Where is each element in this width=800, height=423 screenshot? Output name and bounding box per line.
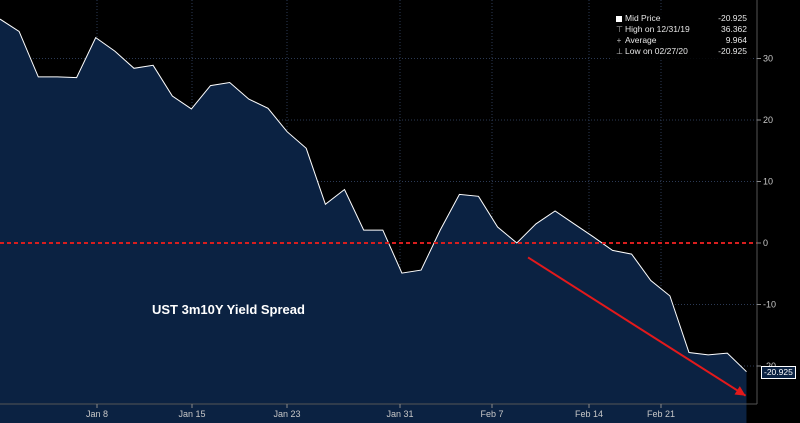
x-tick-label: Feb 7 — [480, 409, 503, 419]
series-annotation: UST 3m10Y Yield Spread — [152, 302, 305, 317]
last-value-badge: -20.925 — [761, 366, 796, 379]
legend-row-low: ⊥ Low on 02/27/20 -20.925 — [616, 46, 747, 57]
legend-value: 9.964 — [725, 35, 747, 45]
legend-box: Mid Price -20.925 ⊤ High on 12/31/19 36.3… — [612, 11, 751, 59]
series-area — [0, 19, 747, 423]
x-tick-label: Feb 21 — [647, 409, 675, 419]
y-tick-label: -10 — [763, 300, 776, 310]
x-tick-label: Feb 14 — [575, 409, 603, 419]
y-tick-label: 30 — [763, 54, 773, 64]
average-marker-icon: + — [616, 36, 622, 45]
y-tick-label: 20 — [763, 115, 773, 125]
trend-arrow-head — [734, 386, 746, 396]
legend-row-average: + Average 9.964 — [616, 35, 747, 46]
y-tick-label: 0 — [763, 238, 768, 248]
legend-label: Low on 02/27/20 — [625, 46, 688, 56]
x-tick-label: Jan 15 — [178, 409, 205, 419]
series-line — [0, 18, 747, 373]
legend-label: Mid Price — [625, 13, 661, 23]
area-layer — [0, 18, 747, 423]
low-marker-icon: ⊥ — [616, 47, 623, 56]
legend-value: 36.362 — [721, 24, 747, 34]
legend-value: -20.925 — [718, 46, 747, 56]
legend-value: -20.925 — [718, 13, 747, 23]
high-marker-icon: ⊤ — [616, 25, 623, 34]
legend-row-mid-price: Mid Price -20.925 — [616, 13, 747, 24]
x-axis: Jan 8 Jan 15 Jan 23 Jan 31 Feb 7 Feb 14 Feb 21 — [0, 403, 757, 419]
legend-label: High on 12/31/19 — [625, 24, 690, 34]
legend-row-high: ⊤ High on 12/31/19 36.362 — [616, 24, 747, 35]
y-tick-label: 10 — [763, 177, 773, 187]
white-square-icon — [616, 15, 622, 22]
legend-label: Average — [625, 35, 657, 45]
x-tick-label: Jan 23 — [273, 409, 300, 419]
x-tick-label: Jan 8 — [86, 409, 108, 419]
trend-arrow-layer — [527, 256, 747, 397]
trend-arrow-shaft — [527, 256, 747, 397]
x-tick-label: Jan 31 — [386, 409, 413, 419]
